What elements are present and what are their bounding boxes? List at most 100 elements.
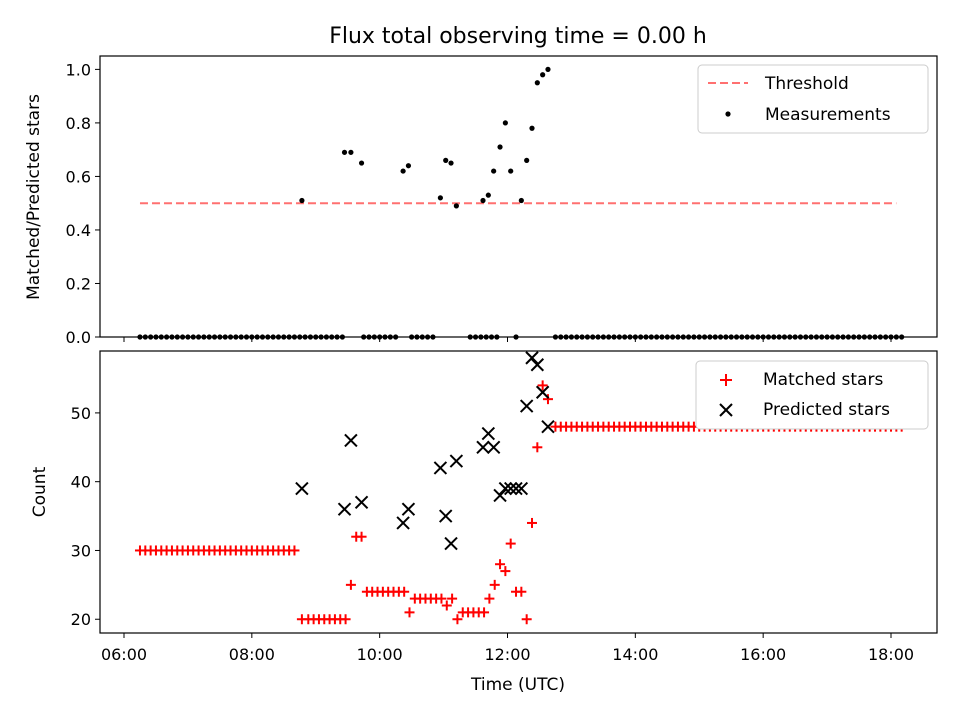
matched-stars-point — [447, 593, 458, 604]
measurement-point — [502, 120, 508, 126]
matched-stars-point — [489, 579, 500, 590]
matched-stars-point — [441, 600, 452, 611]
predicted-stars-point — [514, 481, 529, 496]
top-y-tick-label: 0.2 — [66, 274, 91, 293]
predicted-stars-point — [503, 481, 518, 496]
x-tick-label: 10:00 — [357, 645, 403, 664]
measurement-point — [529, 125, 535, 131]
measurement-point — [534, 80, 540, 86]
measurement-point — [508, 168, 514, 174]
matched-stars-point — [404, 607, 415, 618]
measurement-point — [448, 160, 454, 166]
matched-stars-point — [345, 579, 356, 590]
matched-stars-point — [399, 586, 410, 597]
predicted-stars-point — [295, 481, 309, 496]
predicted-stars-point — [439, 509, 453, 523]
legend-matched-label: Matched stars — [763, 370, 883, 390]
top-y-axis-label: Matched/Predicted stars — [24, 94, 44, 300]
matched-stars-point — [532, 442, 543, 453]
bottom-y-tick-label: 50 — [71, 404, 91, 423]
matched-stars-point — [436, 593, 447, 604]
predicted-stars-point — [337, 502, 352, 516]
x-tick-label: 16:00 — [740, 645, 786, 664]
bottom-plot-frame — [99, 350, 938, 634]
x-tick-label: 12:00 — [484, 645, 530, 664]
measurement-point — [453, 203, 459, 209]
legend-threshold-label: Threshold — [764, 74, 849, 94]
predicted-stars-point — [344, 433, 358, 448]
predicted-stars-point — [433, 461, 448, 475]
matched-stars-point — [356, 531, 367, 542]
top-plot-frame — [99, 55, 938, 338]
matched-stars-point — [527, 517, 538, 528]
legend-predicted-label: Predicted stars — [763, 400, 890, 420]
legend-measurements-label: Measurements — [765, 105, 891, 125]
top-legend: Threshold Measurements — [697, 64, 929, 134]
matched-stars-point — [289, 545, 300, 556]
matched-stars-point — [484, 593, 495, 604]
predicted-stars-point — [493, 488, 507, 503]
measurement-point — [497, 144, 503, 150]
measurement-point — [405, 163, 412, 169]
predicted-stars-point — [449, 454, 464, 468]
measurement-point — [299, 197, 305, 204]
top-plot: 0.0 0.2 0.4 0.6 0.8 1.0 Matched/Predicted sta… — [24, 55, 938, 347]
bottom-y-tick-label: 30 — [71, 541, 91, 560]
matched-stars-point — [516, 586, 527, 597]
measurement-point — [518, 197, 524, 204]
legend-measurements-swatch — [725, 111, 731, 117]
measurement-point — [545, 66, 551, 72]
predicted-stars-point — [530, 358, 545, 372]
legend-predicted-swatch — [719, 403, 733, 417]
matched-stars-point — [452, 614, 463, 625]
x-tick-label: 08:00 — [229, 645, 275, 664]
measurement-point — [341, 149, 348, 155]
predicted-stars-point — [525, 351, 539, 365]
measurement-point — [437, 195, 443, 201]
predicted-stars-point — [535, 385, 550, 399]
bottom-legend: Matched stars Predicted stars — [695, 360, 929, 430]
predicted-stars-point — [401, 502, 416, 516]
x-tick-label: 14:00 — [612, 645, 658, 664]
chart-title: Flux total observing time = 0.00 h — [329, 24, 707, 49]
measurement-point — [348, 149, 354, 155]
predicted-stars-point — [354, 495, 369, 510]
predicted-stars-point — [541, 419, 555, 434]
bottom-legend-box — [695, 360, 929, 430]
matched-stars-point — [340, 614, 351, 625]
top-y-tick-label: 1.0 — [66, 60, 91, 79]
measurement-point — [485, 192, 491, 198]
top-legend-box — [697, 64, 929, 134]
matched-stars-point — [505, 538, 516, 549]
predicted-stars-point — [486, 440, 501, 454]
predicted-stars-point — [481, 426, 496, 441]
x-tick-label: 06:00 — [101, 645, 147, 664]
bottom-plot: 20 30 40 50 06:00 08:00 10:00 12:00 14:00 16:00 1… — [30, 350, 938, 695]
measurement-point — [540, 72, 546, 78]
top-y-tick-label: 0.0 — [66, 328, 91, 347]
measurement-point — [400, 168, 406, 174]
top-y-tick-label: 0.4 — [66, 221, 91, 240]
predicted-stars-point — [476, 440, 490, 454]
legend-matched-swatch — [720, 374, 732, 386]
predicted-stars-point — [509, 481, 523, 496]
measurement-point — [524, 157, 530, 163]
top-y-tick-label: 0.6 — [66, 167, 91, 186]
matched-stars-point — [500, 566, 511, 577]
measurement-point — [491, 168, 497, 174]
predicted-stars-point — [396, 516, 410, 530]
x-axis-label: Time (UTC) — [470, 675, 565, 695]
predicted-stars-point — [519, 399, 534, 413]
bottom-y-tick-label: 40 — [71, 473, 91, 492]
x-tick-label: 18:00 — [868, 645, 914, 664]
matched-stars-point — [537, 380, 548, 391]
measurement-point — [480, 197, 486, 204]
matched-stars-point — [521, 614, 532, 625]
bottom-y-tick-label: 20 — [71, 610, 91, 629]
matched-stars-point — [495, 559, 506, 570]
bottom-y-axis-label: Count — [30, 466, 50, 517]
predicted-stars-point — [498, 481, 513, 496]
predicted-stars-point — [444, 536, 458, 551]
matched-stars-point — [479, 607, 490, 618]
